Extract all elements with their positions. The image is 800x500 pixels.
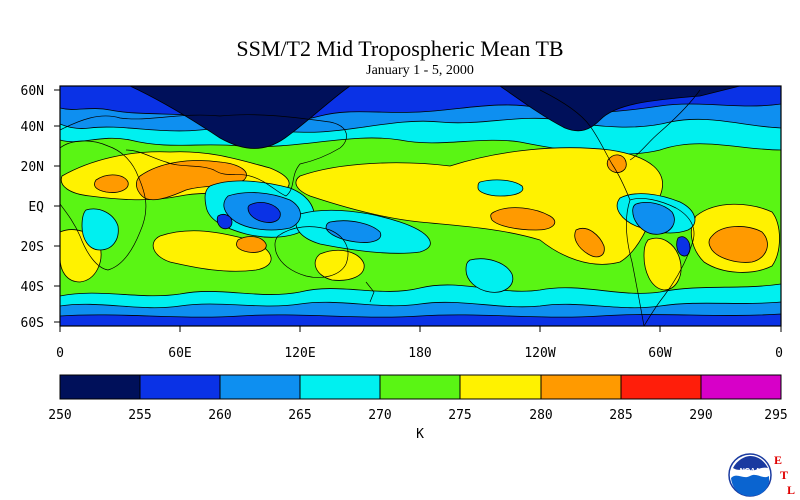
tb-map-figure: 60N 40N 20N EQ 20S 40S 60S 0 60E 120E 18… (21, 84, 788, 442)
coastline-new-zealand (365, 281, 375, 303)
colorbar-swatch-250-255 (60, 375, 140, 399)
tb-band-265-270-africa (81, 208, 119, 251)
lon-tick-label: 60W (648, 346, 672, 361)
coastlines (60, 89, 701, 326)
lat-tick-label: 40S (21, 280, 44, 295)
colorbar-swatch-290-295 (701, 375, 781, 399)
coastline-africa (60, 140, 147, 271)
colorbar-swatch-285-290 (621, 375, 701, 399)
tb-band-265-270-central-pacific (477, 179, 524, 197)
noaa-logo-text: NOAA (740, 468, 761, 475)
lon-tick-label: 180 (408, 346, 431, 361)
lat-tick-label: 60N (21, 84, 44, 99)
lon-tick-label: 0 (775, 346, 783, 361)
tb-band-280-285-australia (236, 236, 267, 253)
colorbar-tick-label: 270 (368, 408, 391, 423)
map-title: SSM/T2 Mid Tropospheric Mean TB (236, 36, 564, 61)
tb-band-255-260-brazil (676, 236, 691, 257)
tb-band-280-285-east-pacific (574, 228, 605, 258)
tb-band-275-280-south-america (643, 237, 682, 291)
tb-band-250-255-north (129, 86, 781, 149)
colorbar-swatch-275-280 (460, 375, 541, 399)
colorbar-swatch-270-275 (380, 375, 460, 399)
tb-band-280-285-central-pacific (490, 207, 556, 231)
etl-letter: E (774, 453, 782, 467)
tb-band-275-280-australia-east (314, 250, 365, 281)
colorbar-tick-label: 275 (448, 408, 471, 423)
colorbar-swatch-255-260 (140, 375, 220, 399)
tb-band-280-285-sahara (94, 174, 129, 193)
lon-tick-label: 0 (56, 346, 64, 361)
etl-letter: T (780, 468, 788, 482)
tb-band-280-285-caribbean (606, 154, 627, 173)
noaa-etl-logo: NOAA E T L (728, 453, 795, 497)
lat-tick-label: 60S (21, 316, 44, 331)
etl-letter: L (787, 483, 795, 497)
colorbar-swatch-260-265 (220, 375, 300, 399)
tb-band-265-270-south-pacific (465, 258, 514, 293)
colorbar-tick-label: 295 (764, 408, 787, 423)
colorbar-tick-label: 260 (208, 408, 231, 423)
tb-band-280-285-south-atlantic (708, 226, 768, 263)
colorbar-swatch-265-270 (300, 375, 380, 399)
lat-tick-label: EQ (28, 200, 44, 215)
coastline-north-america (539, 89, 701, 201)
map-subtitle: January 1 - 5, 2000 (366, 63, 474, 78)
lat-tick-label: 20S (21, 240, 44, 255)
coastline-australia (274, 226, 349, 278)
tb-band-255-260-south (60, 313, 781, 326)
tb-band-260-265-west-pacific (325, 220, 382, 243)
lon-axis (59, 326, 782, 332)
colorbar-swatch-280-285 (541, 375, 621, 399)
colorbar-tick-label: 250 (48, 408, 71, 423)
colorbar-unit-label: K (416, 427, 424, 442)
colorbar-tick-label: 290 (689, 408, 712, 423)
tb-band-255-260-maritime (216, 214, 233, 230)
lon-tick-label: 60E (168, 346, 191, 361)
lat-tick-label: 40N (21, 120, 44, 135)
coastline-europe-asia (60, 114, 347, 197)
colorbar-tick-label: 280 (529, 408, 552, 423)
lon-tick-label: 120E (284, 346, 315, 361)
lat-tick-label: 20N (21, 160, 44, 175)
colorbar (59, 374, 782, 400)
lon-tick-label: 120W (524, 346, 555, 361)
coastline-south-america (626, 198, 695, 326)
colorbar-tick-label: 265 (288, 408, 311, 423)
tb-band-260-265-south-america (632, 202, 675, 235)
tb-field (60, 86, 781, 326)
colorbar-tick-label: 255 (128, 408, 151, 423)
tb-band-275-280-pacific (295, 147, 663, 265)
tb-band-255-260-indonesia (247, 202, 281, 223)
lat-axis (54, 89, 60, 323)
colorbar-tick-label: 285 (609, 408, 632, 423)
